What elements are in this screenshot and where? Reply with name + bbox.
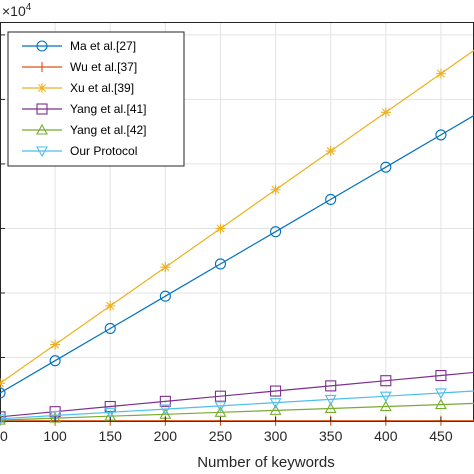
- legend-entry-1: Wu et al.[37]: [22, 60, 137, 74]
- data-point-5-2: [104, 407, 117, 419]
- data-point-3-8: [435, 369, 447, 382]
- data-point-2-3: [160, 262, 171, 273]
- x-tick-labels: 50 100 150 200 250 300 350 400 450: [0, 34, 453, 444]
- x-tick-label-3: 200: [154, 428, 178, 444]
- data-point-2-4: [215, 223, 226, 234]
- x-tick-label-1: 100: [43, 428, 67, 444]
- data-point-5-5: [269, 398, 282, 409]
- data-point-2-6: [325, 146, 336, 157]
- data-point-0-7: [380, 161, 392, 173]
- data-point-2-7: [380, 107, 391, 118]
- x-axis-label: Number of keywords: [197, 454, 335, 471]
- data-point-2-1: [50, 339, 61, 350]
- data-point-3-5: [270, 385, 282, 397]
- legend-label-2: Xu et al.[39]: [70, 81, 134, 95]
- data-point-4-6: [324, 402, 337, 414]
- legend-label-0: Ma et al.[27]: [70, 39, 136, 53]
- y-exponent-power: 4: [26, 2, 32, 13]
- y-exponent-label: ×104: [2, 2, 32, 19]
- legend-entry-2: Xu et al.[39]: [22, 81, 134, 95]
- legend-label-3: Yang et al.[41]: [70, 102, 147, 116]
- x-tick-label-0: 50: [0, 428, 8, 444]
- data-point-0-2: [104, 322, 116, 335]
- data-point-5-3: [159, 404, 172, 416]
- data-point-2-5: [270, 184, 281, 195]
- data-point-4-4: [214, 406, 227, 417]
- data-point-2-2: [105, 300, 116, 311]
- legend-box: [7, 31, 185, 167]
- legend-entry-5: Our Protocol: [22, 144, 137, 158]
- data-point-4-7: [379, 400, 392, 412]
- data-point-5-6: [324, 394, 337, 406]
- x-tick-label-2: 150: [99, 428, 123, 444]
- x-tick-label-4: 250: [209, 428, 233, 444]
- legend-label-4: Yang et al.[42]: [70, 123, 147, 137]
- data-point-0-3: [159, 290, 171, 302]
- data-point-0-1: [49, 355, 61, 367]
- data-point-3-4: [214, 390, 227, 402]
- data-point-5-8: [434, 388, 447, 400]
- legend-marker-4: [36, 123, 48, 135]
- series-0: [0, 114, 474, 399]
- legend-entry-0: Ma et al.[27]: [22, 39, 136, 53]
- legend: Ma et al.[27] Wu et al.[37] Xu et al.[39] Y…: [7, 31, 185, 167]
- data-point-2-8: [435, 68, 446, 79]
- legend-label-1: Wu et al.[37]: [70, 60, 137, 74]
- legend-label-5: Our Protocol: [70, 144, 137, 158]
- series-line-4: [0, 402, 474, 421]
- data-point-3-0: [0, 411, 6, 423]
- data-point-4-1: [49, 411, 62, 423]
- y-exponent-base: ×10: [2, 3, 26, 19]
- data-point-3-6: [325, 380, 337, 392]
- data-point-0-5: [270, 226, 282, 238]
- legend-marker-5: [36, 146, 48, 158]
- series-line-5: [0, 390, 474, 420]
- legend-marker-1: [37, 62, 47, 72]
- data-point-5-4: [214, 401, 227, 413]
- data-point-4-5: [269, 404, 282, 415]
- legend-entry-3: Yang et al.[41]: [22, 102, 147, 116]
- series-5: [0, 388, 474, 425]
- legend-entry-4: Yang et al.[42]: [22, 123, 147, 137]
- series-2: [0, 49, 474, 389]
- data-point-0-0: [0, 387, 6, 399]
- series-line-3: [0, 371, 474, 418]
- x-tick-label-5: 300: [264, 428, 288, 444]
- data-point-5-0: [0, 414, 6, 425]
- data-point-3-3: [159, 395, 171, 407]
- legend-marker-2: [37, 83, 47, 93]
- series-group: [0, 49, 474, 426]
- x-tick-label-6: 350: [319, 428, 343, 444]
- data-point-4-8: [434, 398, 447, 410]
- data-point-3-7: [380, 375, 392, 387]
- data-point-0-4: [214, 258, 227, 270]
- series-line-2: [0, 49, 474, 384]
- legend-marker-0: [36, 40, 48, 52]
- legend-marker-3: [36, 103, 48, 115]
- x-tick-label-7: 400: [374, 428, 398, 444]
- data-point-5-7: [379, 391, 392, 403]
- x-tick-label-8: 450: [429, 428, 453, 444]
- series-line-0: [0, 114, 474, 394]
- data-point-5-1: [49, 410, 62, 422]
- data-point-0-6: [325, 193, 337, 205]
- data-point-0-8: [435, 129, 447, 141]
